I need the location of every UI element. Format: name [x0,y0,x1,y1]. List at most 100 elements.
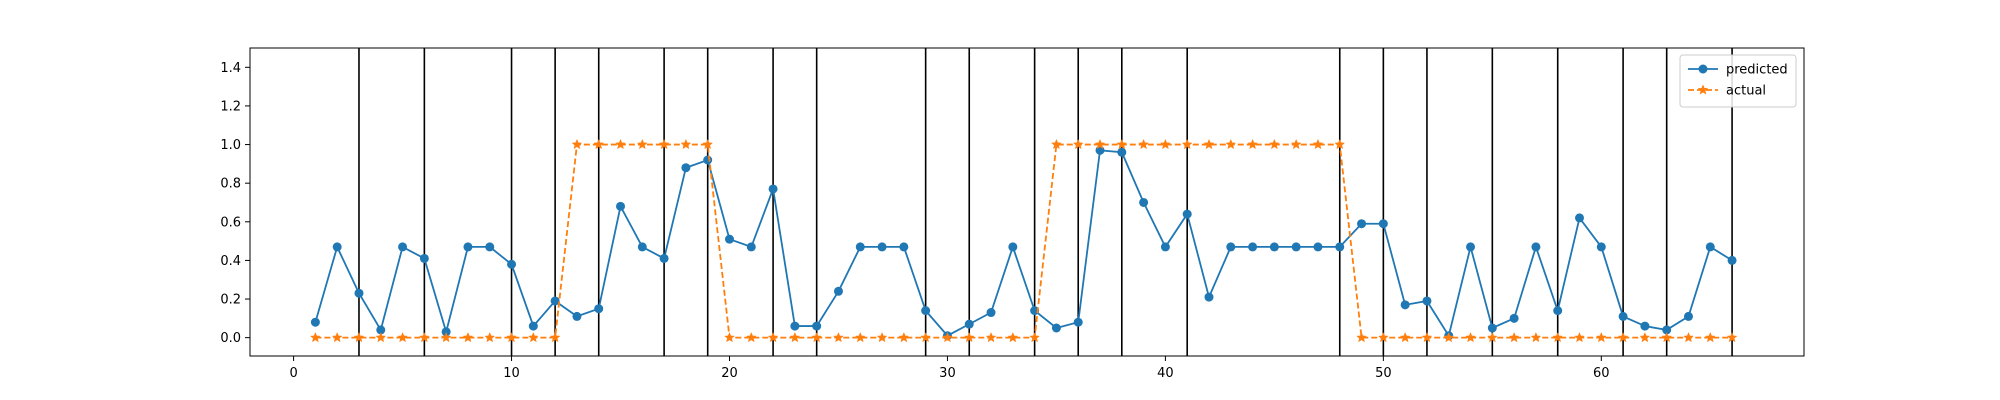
data-point-predicted [419,253,429,263]
data-point-predicted [921,306,931,316]
data-point-predicted [376,325,386,335]
data-point-predicted [681,163,691,173]
y-tick-label: 0.0 [220,331,241,346]
data-point-actual [1683,331,1694,343]
data-point-actual [1029,331,1041,343]
data-point-predicted [790,321,800,331]
data-point-actual [375,331,387,343]
data-point-predicted [1727,255,1737,265]
data-point-actual [1007,331,1019,343]
data-point-actual [1334,138,1346,150]
data-point-actual [440,331,452,343]
data-point-predicted [1575,213,1585,223]
data-point-actual [745,331,757,343]
data-point-actual [527,331,539,343]
data-point-predicted [1204,292,1214,302]
data-point-actual [1552,331,1564,343]
data-point-actual [985,331,997,343]
data-point-actual [963,331,975,343]
data-point-actual [1421,331,1433,343]
data-point-actual [1661,331,1673,343]
data-point-predicted [616,201,626,211]
data-point-predicted [1683,311,1693,321]
data-point-predicted [1618,311,1628,321]
data-point-predicted [724,234,734,244]
data-point-actual [1443,331,1455,343]
series-layer [309,138,1738,343]
legend-label-predicted: predicted [1726,63,1788,78]
data-point-actual [811,331,823,343]
y-tick-label: 0.2 [220,293,241,308]
data-point-actual [1465,331,1476,343]
data-point-actual [462,331,474,343]
data-point-predicted [1095,145,1105,155]
data-point-predicted [1248,242,1258,252]
data-point-actual [1051,138,1062,150]
data-point-predicted [1466,242,1476,252]
data-point-actual [942,331,953,343]
legend-box [1679,54,1797,108]
data-point-actual [854,331,866,343]
data-point-actual [571,138,583,150]
y-tick-label: 1.0 [220,138,241,153]
data-point-predicted [1008,242,1018,252]
data-point-actual [1312,138,1324,150]
data-point-predicted [507,259,517,269]
x-tick-label: 50 [1375,366,1392,381]
legend-entry-predicted: predicted [1688,63,1788,78]
data-point-predicted [1051,323,1061,333]
data-point-predicted [746,242,756,252]
y-tick-label: 0.8 [220,177,241,192]
x-tick-label: 30 [939,366,956,381]
y-axis: 0.0 0.2 0.4 0.6 0.8 1.0 1.2 1.4 [220,61,250,346]
data-point-actual [1290,138,1302,150]
series-line-actual [315,143,1733,339]
data-point-actual [615,138,626,150]
data-point-actual [1617,331,1629,343]
legend-marker-actual [1697,84,1709,95]
data-point-predicted [572,311,582,321]
y-tick-label: 0.6 [220,215,241,230]
data-point-predicted [332,242,342,252]
data-point-actual [833,331,844,343]
data-point-predicted [1378,219,1388,229]
legend-entries: predicted actual [1688,63,1788,99]
data-point-actual [1508,331,1520,343]
x-axis: 0 10 20 30 40 50 60 [289,356,1610,381]
data-point-actual [1399,331,1411,343]
y-tick-label: 1.4 [220,61,241,76]
data-point-predicted [768,184,778,194]
data-point-predicted [463,242,473,252]
data-point-predicted [637,242,647,252]
data-point-actual [1726,331,1738,343]
data-point-actual [484,331,496,343]
data-point-actual [1116,138,1128,150]
data-point-predicted [550,296,560,306]
data-point-predicted [1182,209,1192,219]
data-point-actual [1247,138,1258,150]
data-point-predicted [354,288,364,298]
data-point-actual [418,331,430,343]
data-point-actual [876,331,888,343]
data-point-predicted [964,319,974,329]
data-point-predicted [441,327,451,337]
legend-marker-predicted [1698,64,1708,74]
x-tick-label: 20 [721,366,738,381]
data-point-actual [1203,138,1215,150]
series-predicted [310,145,1737,341]
data-point-actual [353,331,365,343]
x-tick-label: 10 [503,366,520,381]
data-point-predicted [855,242,865,252]
data-point-predicted [1160,242,1170,252]
data-point-predicted [310,317,320,327]
x-tick-label: 40 [1157,366,1174,381]
data-point-actual [1072,138,1084,150]
legend: predicted actual [1679,54,1797,108]
data-point-predicted [986,308,996,318]
data-point-actual [1225,138,1237,150]
data-point-actual [593,138,605,150]
data-point-actual [636,138,648,150]
data-point-predicted [1422,296,1432,306]
data-point-actual [898,331,910,343]
